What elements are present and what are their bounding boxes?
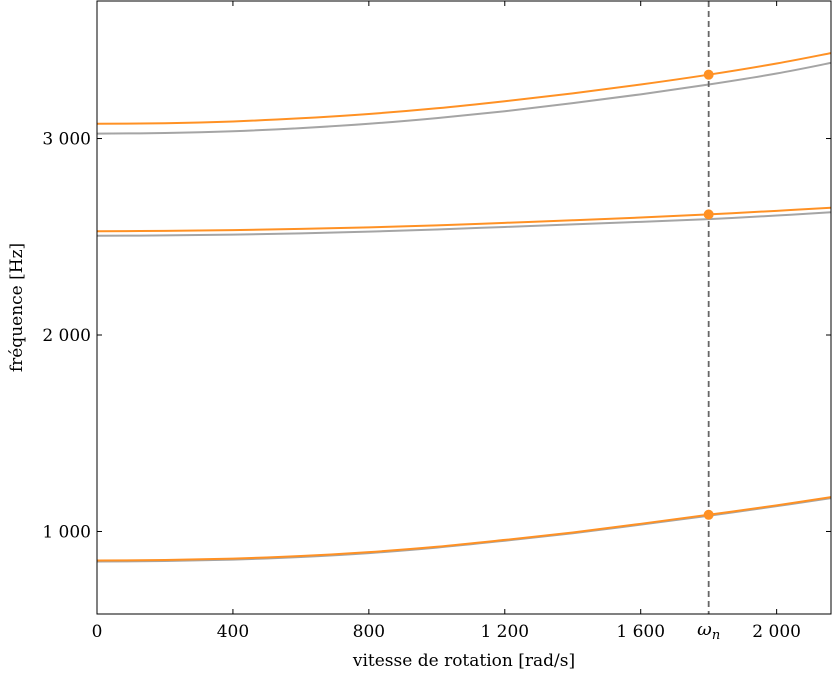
x-tick-label: 1 600	[616, 622, 665, 642]
series-line-6	[97, 52, 831, 125]
x-tick-label: 0	[92, 622, 103, 642]
y-tick-label: 1 000	[42, 522, 91, 542]
y-axis-title: fréquence [Hz]	[7, 243, 27, 372]
y-tick-label: 2 000	[42, 326, 91, 346]
omega-n-label: ωn	[697, 619, 720, 643]
plot-content	[97, 1, 831, 614]
marker-point-1	[703, 509, 714, 520]
x-axis-title: vitesse de rotation [rad/s]	[352, 651, 575, 671]
marker-point-2	[703, 209, 714, 220]
x-tick-label: 2 000	[752, 622, 801, 642]
y-tick-label: 3 000	[42, 130, 91, 150]
omega-symbol: ω	[697, 619, 712, 640]
marker-point-3	[703, 69, 714, 80]
x-tick-label: 400	[217, 622, 249, 642]
x-tick-label: 1 200	[480, 622, 529, 642]
series-line-2	[97, 496, 831, 562]
y-axis: 1 000 2 000 3 000	[42, 130, 831, 542]
x-tick-label: 800	[353, 622, 385, 642]
x-axis: 0 400 800 1 200 1 600 2 000	[92, 1, 801, 642]
plot-frame	[96, 0, 832, 615]
series-line-1	[97, 497, 831, 563]
omega-subscript: n	[712, 628, 720, 643]
